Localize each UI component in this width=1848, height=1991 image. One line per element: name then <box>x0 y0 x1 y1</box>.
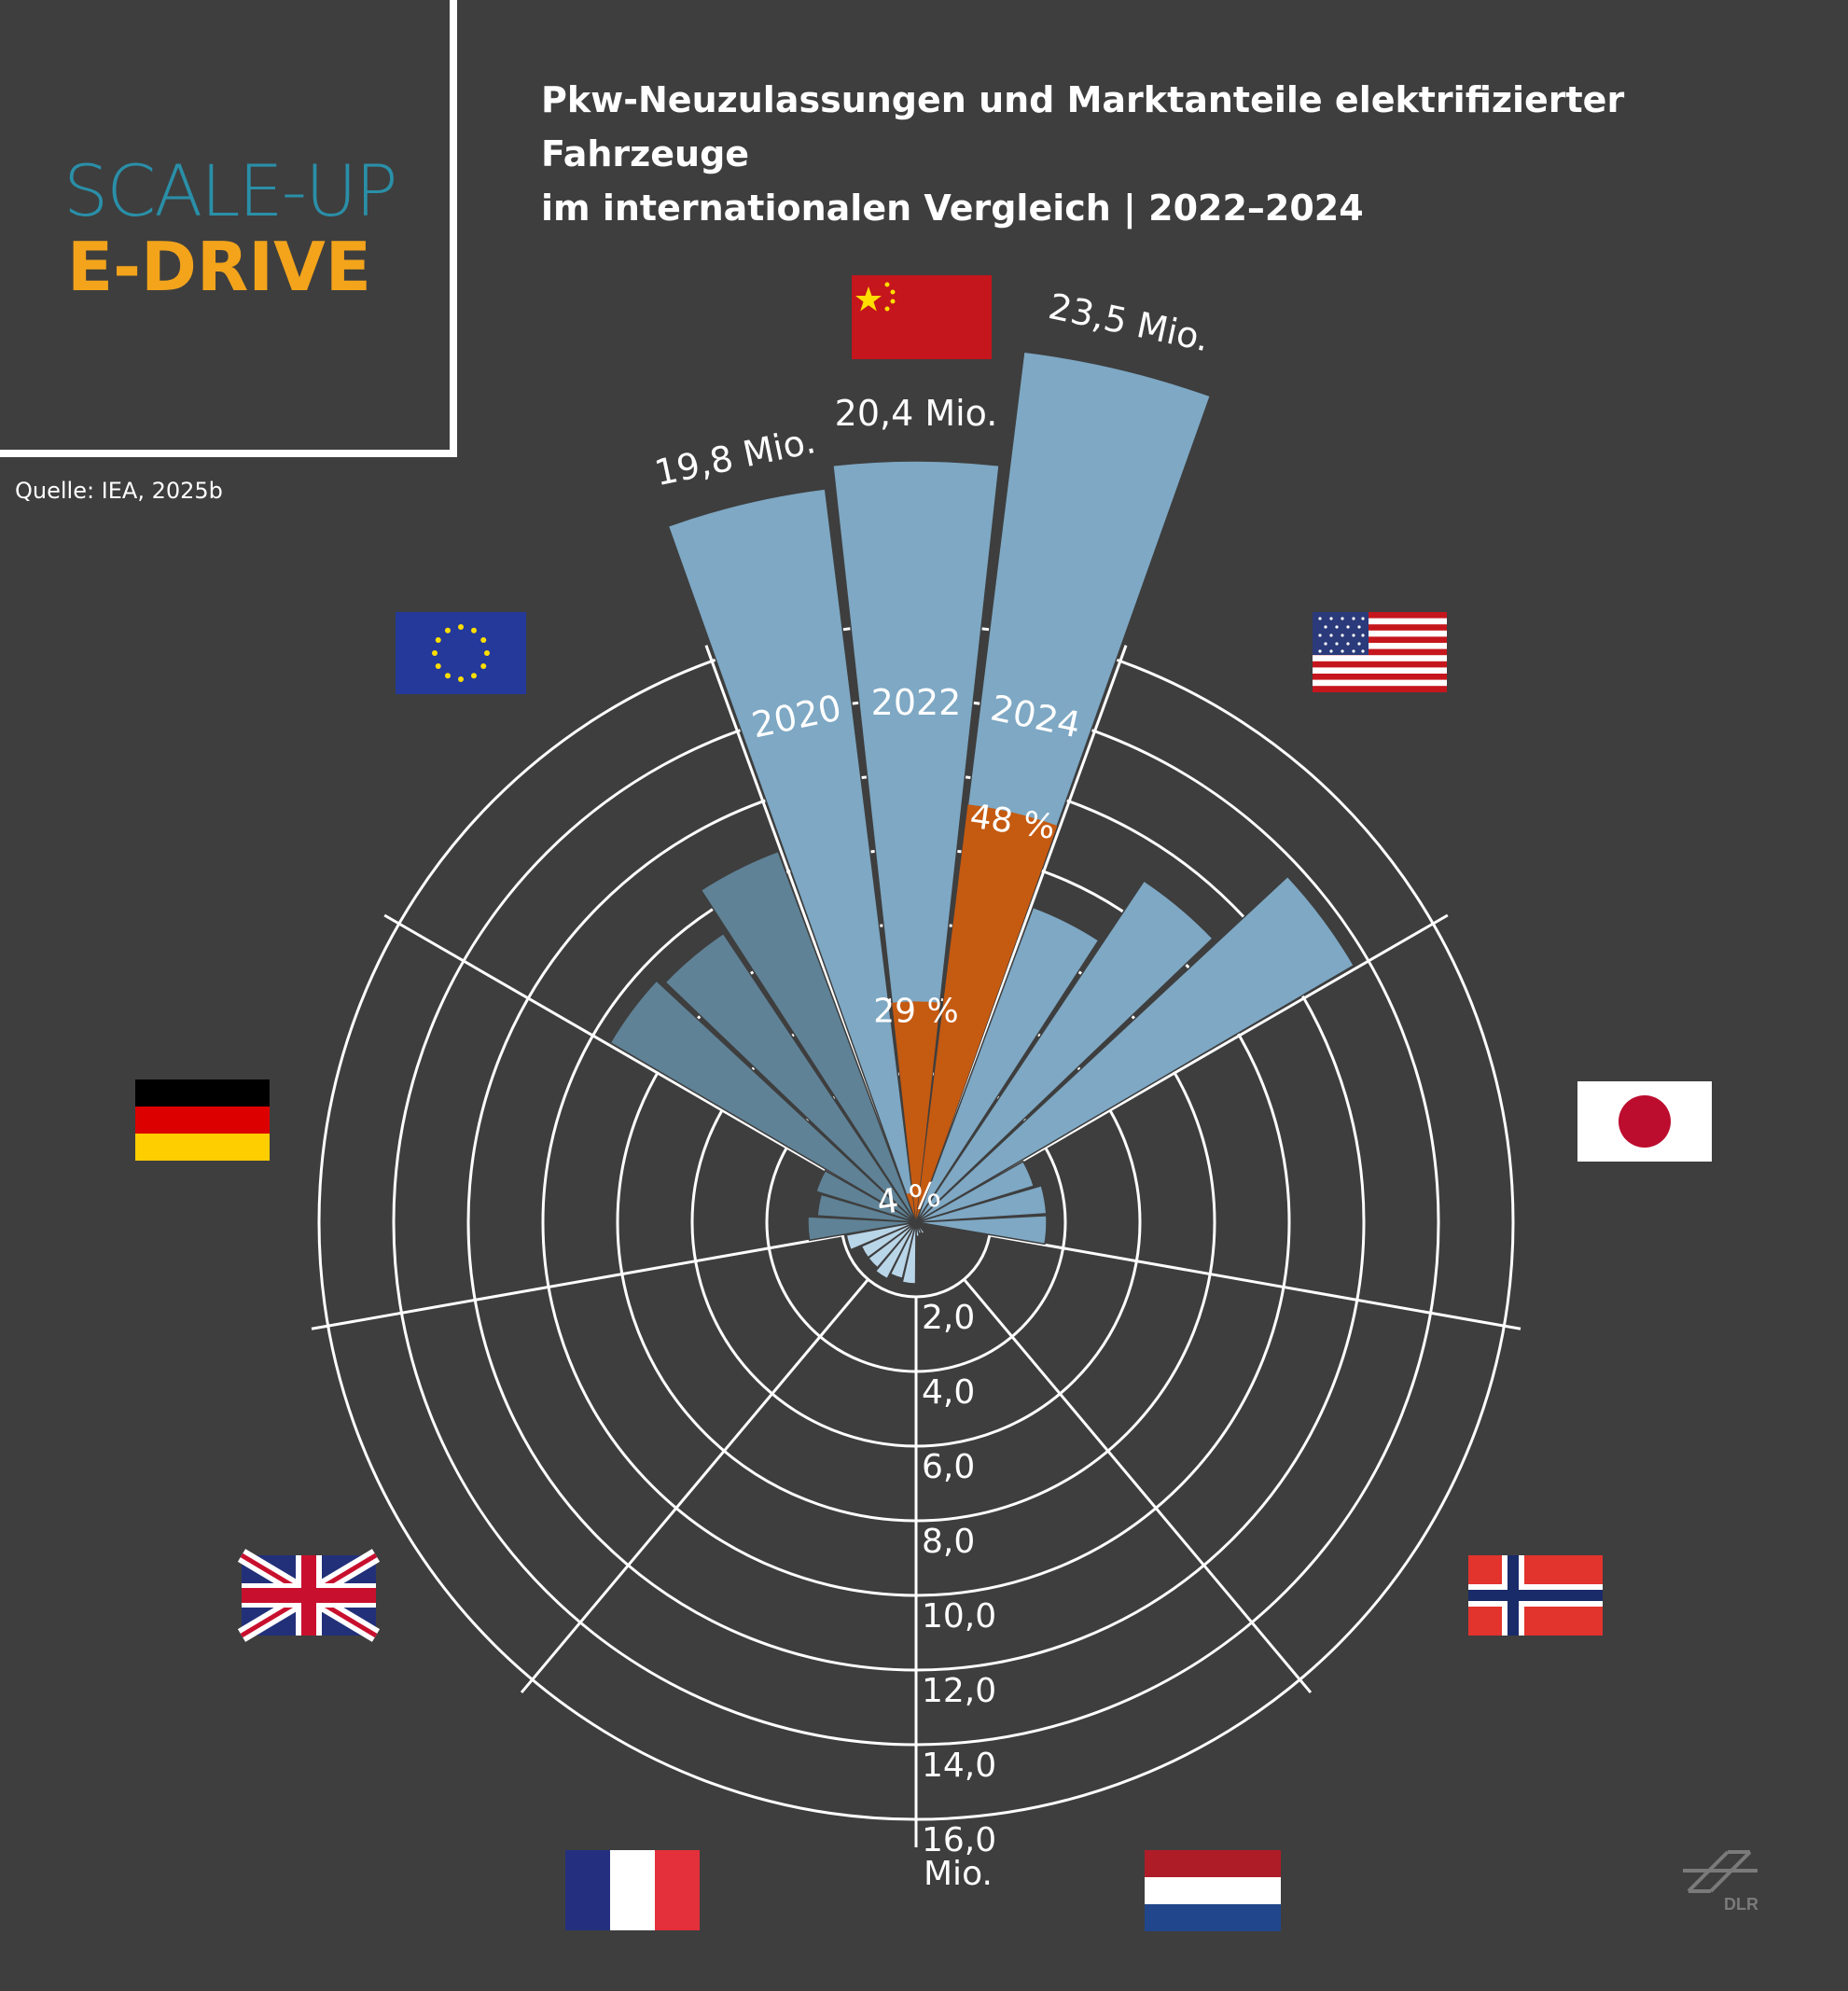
eu-star <box>480 663 487 669</box>
bar-vereinigtes-königreich-2024 <box>845 1221 917 1251</box>
source-note: Quelle: IEA, 2025b <box>15 478 223 504</box>
svg-text:DLR: DLR <box>1724 1895 1758 1914</box>
radial-tick-label: 8,0 <box>922 1523 975 1561</box>
bar-usa-2020 <box>915 906 1100 1223</box>
bar-china-2020 <box>667 488 917 1223</box>
eu-star <box>445 627 451 634</box>
eu-star <box>432 650 438 656</box>
grid-spoke <box>520 1278 869 1694</box>
chart-title: Pkw-Neuzulassungen und Marktanteile elek… <box>541 73 1791 235</box>
bar-eu-2020 <box>609 980 917 1223</box>
radial-tick-label: 10,0 <box>922 1597 996 1636</box>
bar-eu-2022 <box>664 932 917 1223</box>
radial-tick-label: 2,0 <box>922 1299 975 1337</box>
total-label-2024: 23,5 Mio. <box>1045 285 1213 359</box>
bar-usa-2022 <box>915 880 1214 1223</box>
bar-japan-2022 <box>915 1184 1048 1223</box>
eu-star <box>471 627 477 634</box>
radial-tick-label: 6,0 <box>922 1448 975 1486</box>
eu-star <box>435 637 441 643</box>
bar-eu-2024 <box>700 850 917 1223</box>
grid-spoke <box>980 913 1449 1187</box>
radial-unit-label: Mio. <box>924 1855 993 1893</box>
bar-china-2022 <box>832 460 1000 1223</box>
eu-star <box>484 650 490 656</box>
grid-spoke <box>939 645 1128 1153</box>
bar-frankreich-2024 <box>874 1221 917 1280</box>
bar-group <box>609 351 1355 1285</box>
usa-flag-icon <box>1313 612 1447 692</box>
chart-title-line2: im internationalen Vergleich | 2022–2024 <box>541 188 1364 229</box>
grid-spoke <box>989 1233 1521 1330</box>
share-label-2022: 29 % <box>873 992 958 1030</box>
grid-spoke <box>311 1233 843 1330</box>
ev-share-china-2024 <box>916 804 1058 1222</box>
bar-japan-2020 <box>915 1160 1035 1223</box>
radial-tick-label: 12,0 <box>922 1672 996 1710</box>
grid-spoke <box>963 1278 1313 1694</box>
year-label-2022: 2022 <box>871 682 962 723</box>
bar-deutschland-2024 <box>814 1169 917 1223</box>
eu-star <box>458 676 464 682</box>
grid-spoke <box>704 645 893 1153</box>
china-flag-icon <box>852 275 992 359</box>
dlr-logo: DLR <box>1683 1850 1758 1914</box>
ev-share-china-2022 <box>892 1001 940 1222</box>
bar-vereinigtes-königreich-2020 <box>867 1221 917 1269</box>
bar-deutschland-2020 <box>807 1216 917 1242</box>
eu-star <box>445 673 451 679</box>
bar-japan-2024 <box>915 1215 1048 1246</box>
bar-vereinigtes-königreich-2022 <box>860 1221 917 1259</box>
logo-scale-up: SCALE-UP <box>63 149 398 232</box>
netherlands-flag-icon <box>1145 1850 1281 1931</box>
norway-flag-icon <box>1468 1555 1603 1636</box>
total-label-2022: 20,4 Mio. <box>835 393 998 434</box>
bar-usa-2024 <box>915 875 1355 1223</box>
flag-group <box>135 275 1712 1931</box>
eu-star <box>480 637 487 643</box>
share-label-2020: 4 % <box>875 1176 944 1222</box>
chart-title-line1: Pkw-Neuzulassungen und Marktanteile elek… <box>541 79 1625 174</box>
grid-spoke <box>383 913 853 1187</box>
eu-star <box>435 663 441 669</box>
logo-e-drive: E-DRIVE <box>67 228 371 306</box>
total-label-2020: 19,8 Mio. <box>651 420 819 494</box>
logo-box: SCALE-UP E-DRIVE <box>0 0 457 457</box>
radial-tick-label: 4,0 <box>922 1373 975 1412</box>
france-flag-icon <box>565 1850 700 1930</box>
radial-tick-label: 16,0 <box>922 1821 996 1859</box>
eu-star <box>471 673 477 679</box>
germany-flag-icon <box>135 1079 270 1161</box>
japan-flag-icon <box>1577 1081 1712 1162</box>
eu-flag-icon <box>396 612 526 694</box>
radial-tick-label: 14,0 <box>922 1747 996 1785</box>
uk-flag-icon <box>237 1549 381 1642</box>
eu-star <box>458 624 464 630</box>
